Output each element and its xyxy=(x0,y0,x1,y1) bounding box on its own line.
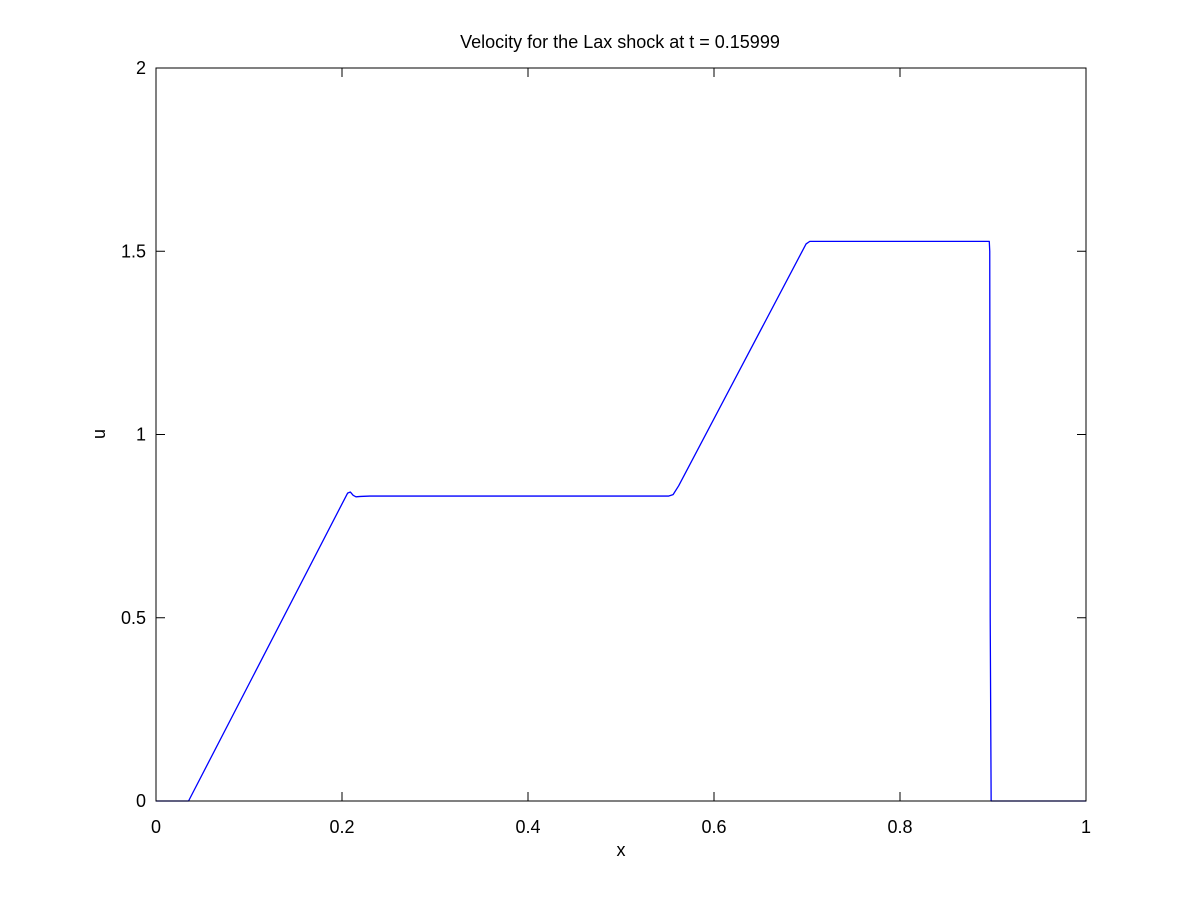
y-tick-label: 1 xyxy=(136,425,146,445)
x-tick-label: 1 xyxy=(1081,817,1091,837)
y-tick-label: 1.5 xyxy=(121,241,146,261)
plot-frame xyxy=(155,67,1087,802)
y-tick-label: 0 xyxy=(136,791,146,811)
x-axis-label: x xyxy=(617,840,626,860)
x-tick-label: 0.2 xyxy=(329,817,354,837)
x-tick-label: 0.6 xyxy=(701,817,726,837)
x-tick-label: 0.4 xyxy=(515,817,540,837)
velocity-series-line xyxy=(156,240,1086,802)
chart-title: Velocity for the Lax shock at t = 0.1599… xyxy=(460,32,780,52)
x-tick-label: 0.8 xyxy=(887,817,912,837)
x-tick-label: 0 xyxy=(151,817,161,837)
y-axis-label: u xyxy=(89,429,109,439)
y-tick-label: 0.5 xyxy=(121,608,146,628)
y-tick-label: 2 xyxy=(136,58,146,78)
axis-tick-labels: 0 0.2 0.4 0.6 0.8 1 0 0.5 1 1.5 2 xyxy=(121,58,1091,837)
axis-ticks xyxy=(155,67,1087,802)
